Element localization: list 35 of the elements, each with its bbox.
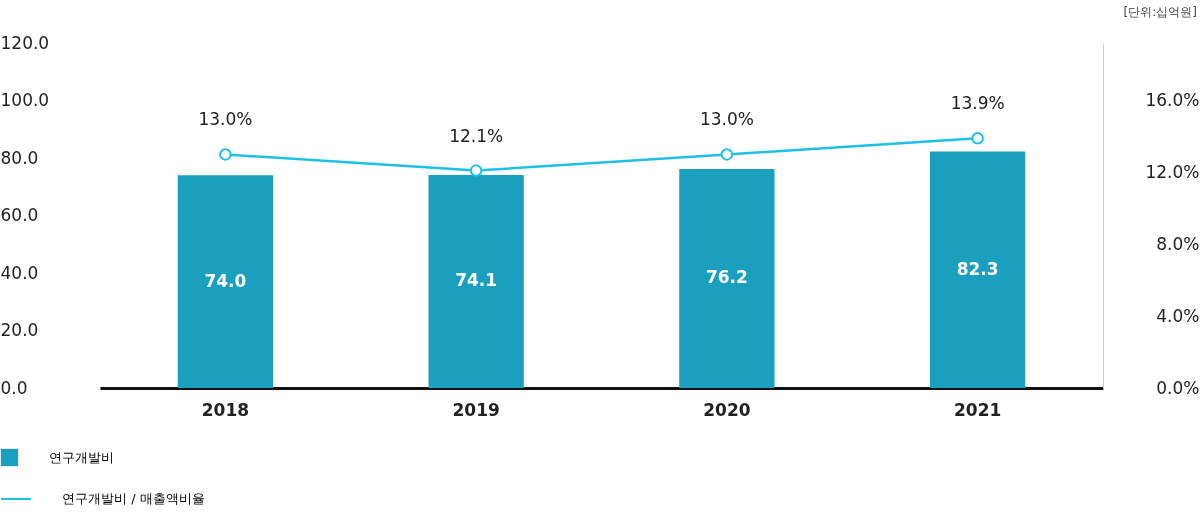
data-label: 13.9% [950, 93, 1005, 114]
data-label: 13.0% [198, 109, 253, 130]
point [469, 164, 483, 177]
bar [679, 168, 775, 388]
y-tick-label: 80.0 [0, 147, 39, 168]
legend-label: 연구개발비 / 매출액비율 [62, 491, 205, 506]
bar [428, 174, 524, 388]
y2-tick-label: 16.0% [1145, 90, 1200, 110]
y-tick-label: 20.0 [0, 320, 39, 340]
data-label: 74.0 [204, 270, 247, 291]
point [971, 132, 984, 145]
bar [177, 175, 274, 388]
y2-tick-label: 4.0% [1156, 305, 1200, 326]
y2-tick-label: 12.0% [1145, 161, 1200, 182]
text: [단위:십억원] [1123, 4, 1197, 21]
y2-tick-label: 8.0% [1156, 233, 1200, 254]
x-tick-label: 2021 [953, 399, 1002, 420]
legend-label: 연구개발비 [49, 449, 114, 465]
point [720, 148, 734, 161]
y-tick-label: 120.0 [0, 32, 50, 53]
y-tick-label: 0.0 [0, 377, 28, 398]
data-label: 12.1% [449, 125, 504, 146]
x-tick-label: 2018 [201, 399, 250, 420]
data-label: 13.0% [699, 109, 754, 130]
y2-tick-label: 0.0% [1156, 377, 1200, 398]
y-tick-label: 40.0 [0, 262, 39, 283]
data-label: 74.1 [455, 270, 498, 291]
y-tick-label: 100.0 [0, 90, 50, 110]
y-tick-label: 60.0 [0, 205, 39, 225]
data-label: 82.3 [956, 258, 999, 279]
x-tick-label: 2019 [452, 399, 500, 420]
data-label: 76.2 [705, 267, 748, 288]
point [219, 148, 232, 161]
x-tick-label: 2020 [703, 399, 751, 420]
bar [929, 151, 1026, 388]
